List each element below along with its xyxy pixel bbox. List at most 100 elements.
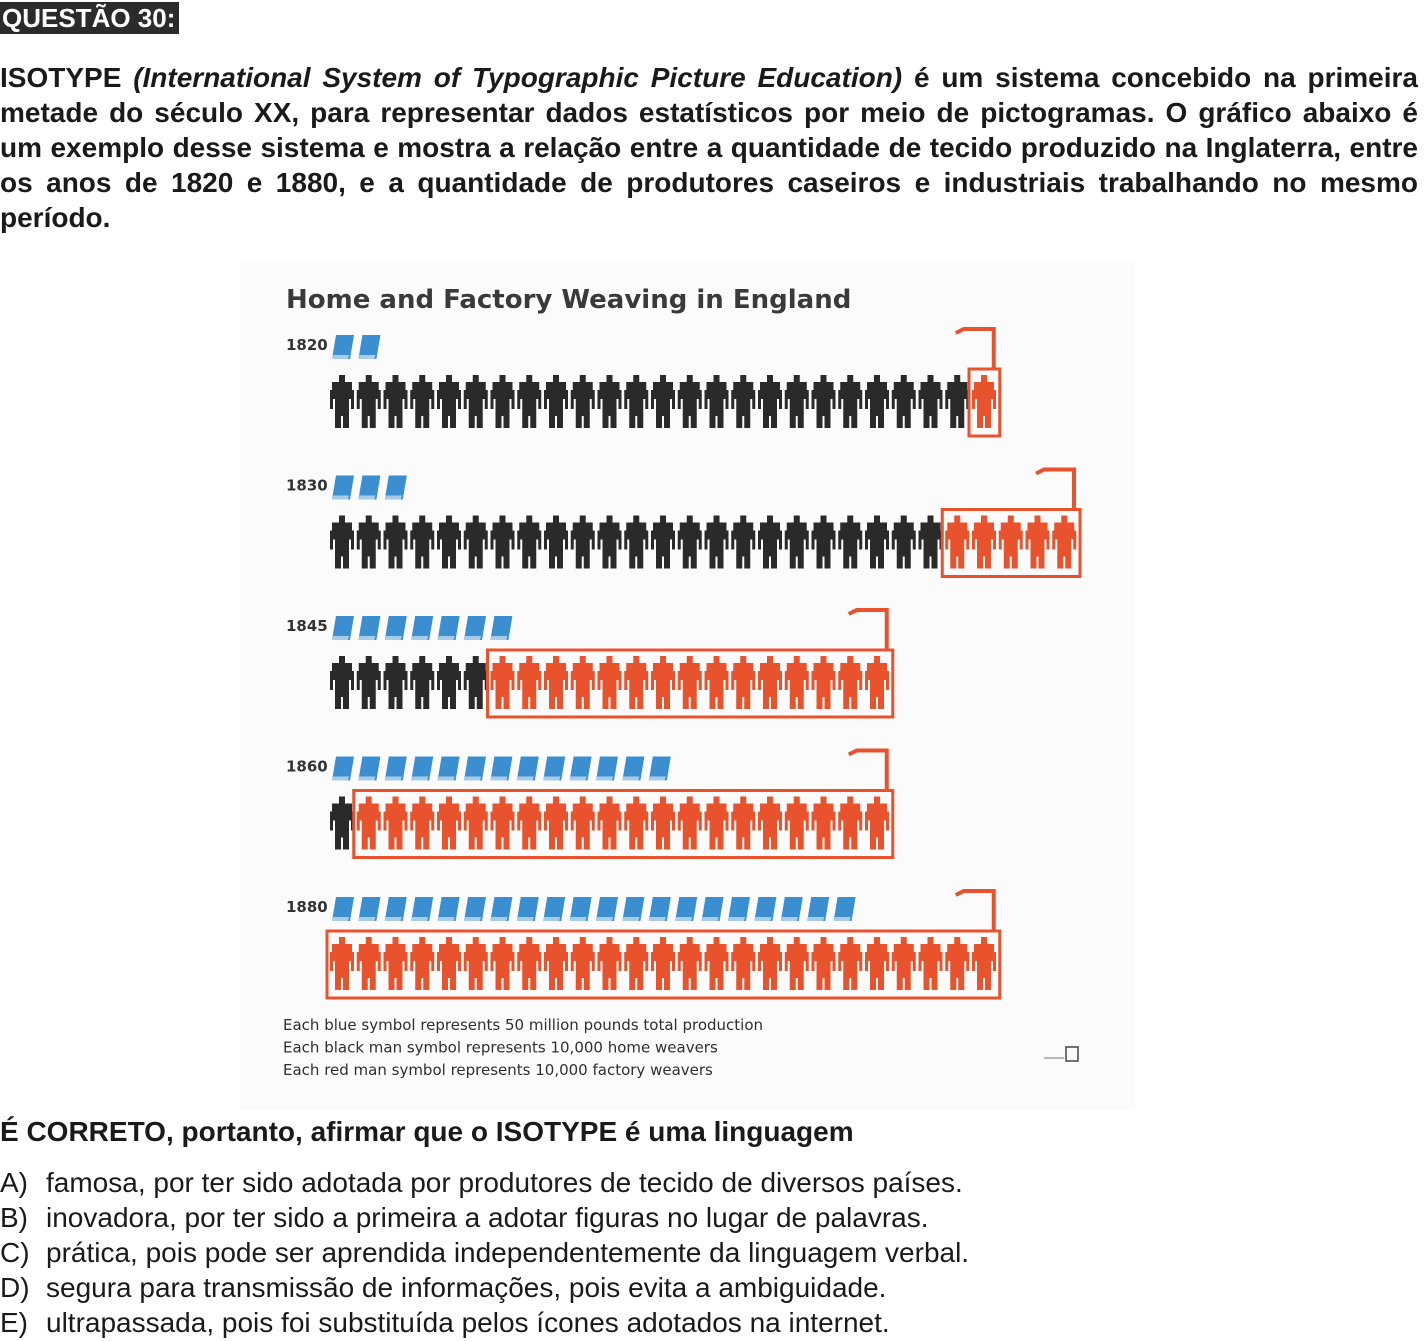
option-c[interactable]: C) prática, pois pode ser aprendida indep… bbox=[0, 1235, 969, 1270]
man-symbol bbox=[356, 796, 381, 850]
man-symbol bbox=[758, 937, 782, 990]
intro-rest: é um sistema concebido na primeira metad… bbox=[0, 62, 1419, 233]
man-symbol bbox=[891, 375, 916, 428]
man-symbol bbox=[570, 937, 595, 990]
production-symbol-edge bbox=[332, 776, 349, 781]
man-symbol bbox=[597, 796, 622, 850]
production-symbol bbox=[596, 756, 618, 781]
production-symbol bbox=[332, 897, 354, 921]
production-symbol-edge bbox=[728, 917, 745, 921]
production-symbol bbox=[701, 897, 724, 921]
man-symbol bbox=[517, 375, 542, 428]
option-e[interactable]: E) ultrapassada, pois foi substituída pel… bbox=[0, 1305, 969, 1340]
man-symbol bbox=[972, 937, 996, 990]
production-symbol bbox=[490, 756, 513, 781]
man-symbol bbox=[463, 375, 488, 428]
production-symbol-edge bbox=[648, 917, 666, 921]
man-symbol bbox=[998, 515, 1023, 569]
option-a[interactable]: A) famosa, por ter sido adotada por produ… bbox=[0, 1165, 969, 1200]
man-symbol bbox=[570, 375, 595, 428]
man-symbol bbox=[704, 937, 729, 990]
production-symbol-edge bbox=[464, 776, 481, 781]
man-symbol bbox=[972, 515, 996, 569]
man-symbol bbox=[330, 937, 354, 990]
man-symbol bbox=[758, 796, 782, 850]
man-symbol bbox=[811, 515, 836, 569]
production-symbol-edge bbox=[437, 636, 455, 640]
production-symbol bbox=[437, 616, 460, 640]
man-symbol bbox=[544, 656, 568, 709]
man-symbol bbox=[437, 796, 461, 850]
man-symbol bbox=[597, 375, 622, 428]
man-symbol bbox=[731, 515, 756, 569]
legend-text: Each red man symbol represents 10,000 fa… bbox=[283, 1061, 713, 1079]
production-symbol-edge bbox=[701, 917, 719, 921]
option-letter: B) bbox=[0, 1202, 28, 1233]
man-symbol bbox=[410, 937, 435, 990]
man-symbol bbox=[410, 515, 435, 569]
man-symbol bbox=[704, 796, 729, 850]
man-symbol bbox=[463, 656, 488, 709]
man-symbol bbox=[811, 656, 836, 709]
production-symbol bbox=[358, 616, 381, 640]
production-symbol-edge bbox=[833, 917, 851, 921]
option-letter: C) bbox=[0, 1237, 30, 1268]
production-symbol bbox=[384, 756, 407, 781]
production-symbol-edge bbox=[384, 776, 402, 781]
chart-row-1860: 1860 bbox=[286, 748, 895, 859]
man-symbol bbox=[972, 375, 996, 428]
man-symbol bbox=[784, 656, 809, 709]
man-symbol bbox=[517, 515, 542, 569]
production-symbol-edge bbox=[384, 636, 402, 640]
production-symbol-edge bbox=[464, 917, 481, 921]
production-symbol bbox=[648, 756, 671, 781]
man-symbol bbox=[677, 796, 702, 850]
man-symbol bbox=[865, 375, 889, 428]
man-symbol bbox=[651, 937, 675, 990]
option-letter: A) bbox=[0, 1167, 28, 1198]
isotype-figure: Home and Factory Weaving in England 1820 1… bbox=[240, 260, 1135, 1110]
man-symbol bbox=[570, 656, 595, 709]
man-symbol bbox=[356, 515, 381, 569]
production-symbol-edge bbox=[358, 495, 376, 500]
man-symbol bbox=[784, 375, 809, 428]
production-symbol bbox=[569, 756, 592, 781]
production-symbol-edge bbox=[358, 355, 376, 359]
man-symbol bbox=[865, 937, 889, 990]
production-symbol-edge bbox=[543, 776, 561, 781]
man-symbol bbox=[704, 515, 729, 569]
man-symbol bbox=[811, 796, 836, 850]
man-symbol bbox=[838, 375, 863, 428]
man-symbol bbox=[838, 656, 863, 709]
man-symbol bbox=[891, 515, 916, 569]
factory-chimney bbox=[954, 327, 996, 369]
man-symbol bbox=[918, 937, 943, 990]
production-symbol-edge bbox=[490, 776, 508, 781]
man-symbol bbox=[945, 937, 970, 990]
option-d[interactable]: D) segura para transmissão de informações… bbox=[0, 1270, 969, 1305]
publisher-mark-icon bbox=[1065, 1046, 1079, 1062]
man-symbol bbox=[544, 375, 568, 428]
factory-box bbox=[940, 508, 1082, 578]
option-b[interactable]: B) inovadora, por ter sido a primeira a a… bbox=[0, 1200, 969, 1235]
man-symbol bbox=[463, 515, 488, 569]
production-symbol bbox=[464, 756, 486, 781]
year-label: 1830 bbox=[286, 477, 328, 495]
legend-text: Each blue symbol represents 50 million p… bbox=[283, 1016, 763, 1034]
man-symbol bbox=[330, 656, 354, 709]
production-symbol bbox=[358, 475, 381, 500]
question-stem: É CORRETO, portanto, afirmar que o ISOTY… bbox=[0, 1116, 854, 1147]
production-symbol-edge bbox=[332, 355, 349, 359]
production-symbol-edge bbox=[358, 636, 376, 640]
production-symbol bbox=[437, 897, 460, 921]
production-symbol-edge bbox=[569, 776, 587, 781]
production-symbol-edge bbox=[358, 917, 376, 921]
man-symbol bbox=[383, 937, 408, 990]
production-symbol-edge bbox=[384, 917, 402, 921]
production-symbol-edge bbox=[516, 776, 534, 781]
production-symbol bbox=[807, 897, 830, 921]
man-symbol bbox=[704, 375, 729, 428]
production-symbol bbox=[332, 616, 354, 640]
man-symbol bbox=[838, 515, 863, 569]
production-symbol bbox=[622, 756, 645, 781]
